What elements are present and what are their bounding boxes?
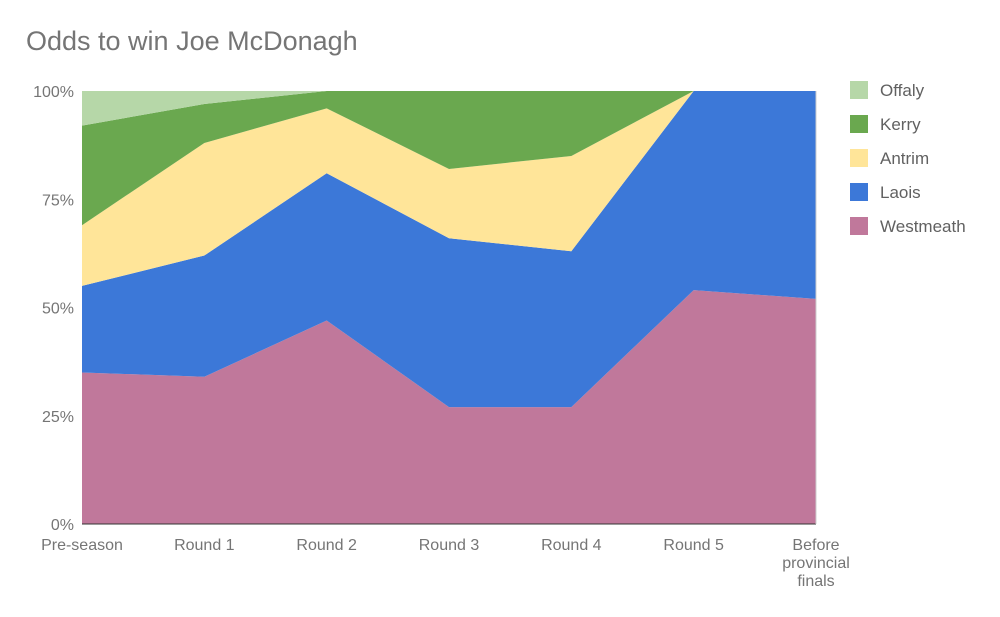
y-tick-label: 25% xyxy=(42,409,74,426)
x-tick-label-line: Before xyxy=(792,537,839,554)
x-tick-label: Round 5 xyxy=(663,537,724,554)
legend-swatch-westmeath xyxy=(850,217,868,235)
x-tick-label: Round 3 xyxy=(419,537,480,554)
legend-label-laois: Laois xyxy=(880,183,921,202)
x-tick-label: Round 4 xyxy=(541,537,602,554)
legend-label-antrim: Antrim xyxy=(880,149,929,168)
series-areas xyxy=(82,91,816,524)
area-laois xyxy=(82,91,816,408)
chart-title: Odds to win Joe McDonagh xyxy=(26,26,358,56)
legend-swatch-kerry xyxy=(850,115,868,133)
legend-label-offaly: Offaly xyxy=(880,81,925,100)
legend-label-westmeath: Westmeath xyxy=(880,217,966,236)
area-kerry xyxy=(82,91,816,226)
area-antrim xyxy=(82,91,816,286)
x-tick-label-line: provincial xyxy=(782,555,850,572)
y-tick-label: 100% xyxy=(33,84,74,101)
area-offaly xyxy=(82,91,816,126)
x-tick-label: Before provincial finals xyxy=(782,537,850,590)
y-tick-label: 50% xyxy=(42,301,74,318)
x-tick-label: Round 1 xyxy=(174,537,235,554)
y-tick-label: 75% xyxy=(42,192,74,209)
x-tick-label: Round 2 xyxy=(296,537,357,554)
legend-swatch-antrim xyxy=(850,149,868,167)
legend-label-kerry: Kerry xyxy=(880,115,921,134)
x-tick-label-line: finals xyxy=(797,573,834,590)
legend-swatch-offaly xyxy=(850,81,868,99)
x-tick-label: Pre-season xyxy=(41,537,123,554)
y-tick-label: 0% xyxy=(51,517,74,534)
legend-swatch-laois xyxy=(850,183,868,201)
legend: Offaly Kerry Antrim Laois Westmeath xyxy=(850,81,966,236)
